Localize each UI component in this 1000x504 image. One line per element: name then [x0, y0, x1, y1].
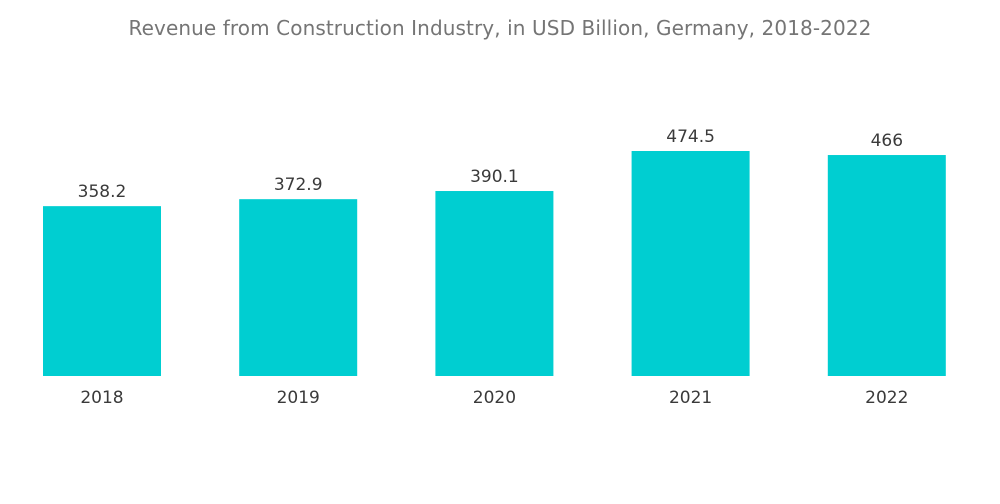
value-label-2020: 390.1: [470, 167, 519, 187]
bar-2022: [827, 155, 946, 376]
value-label-2019: 372.9: [274, 175, 323, 195]
value-label-2021: 474.5: [666, 127, 715, 147]
x-tick-label-2019: 2019: [277, 388, 320, 408]
bar-2018: [43, 206, 161, 376]
bar-2021: [631, 151, 750, 376]
value-label-2022: 466: [871, 131, 903, 151]
x-tick-label-2018: 2018: [80, 388, 123, 408]
bar-2019: [239, 199, 358, 376]
value-labels-layer: 358.2 372.9 390.1 474.5 466: [78, 127, 903, 202]
x-tick-label-2022: 2022: [865, 388, 908, 408]
x-tick-labels-layer: 2018 2019 2020 2021 2022: [80, 388, 908, 408]
chart-title: Revenue from Construction Industry, in U…: [128, 16, 872, 40]
bar-2020: [435, 191, 554, 376]
bars-layer: [43, 151, 946, 376]
value-label-2018: 358.2: [78, 182, 127, 202]
x-tick-label-2020: 2020: [473, 388, 516, 408]
x-tick-label-2021: 2021: [669, 388, 712, 408]
